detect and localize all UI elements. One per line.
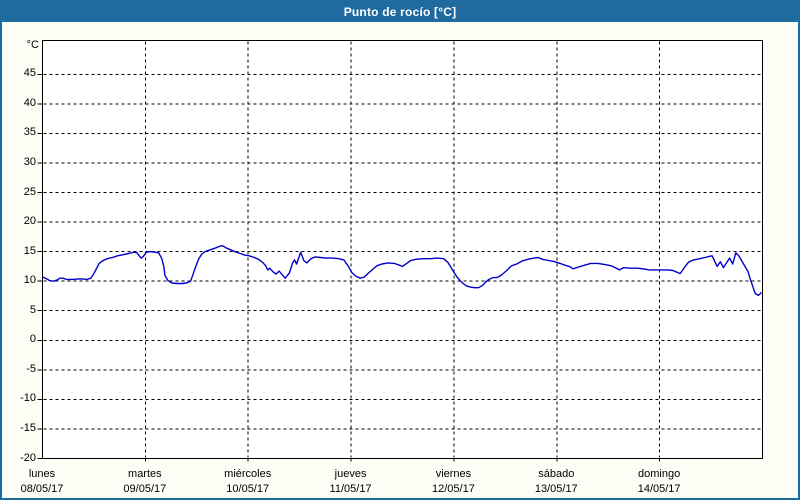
y-axis-tick-label: 40 (23, 96, 36, 109)
y-axis-tick-label: -10 (20, 392, 36, 405)
x-axis-date-label: 08/05/17 (20, 483, 64, 495)
x-axis-date-label: 11/05/17 (329, 483, 372, 495)
x-axis-date-label: 14/05/17 (637, 483, 681, 495)
y-axis-tick-label: 10 (23, 274, 36, 287)
x-axis-date-label: 09/05/17 (123, 483, 167, 495)
plot-border (42, 40, 763, 459)
x-axis-date-label: 12/05/17 (432, 483, 475, 495)
x-axis-day-label: viernes (435, 468, 472, 480)
y-axis-tick-label: 25 (23, 185, 36, 198)
y-axis-tick-label: 45 (23, 67, 36, 80)
y-axis-tick-label: -20 (20, 451, 36, 464)
x-axis-day-label: jueves (334, 468, 367, 480)
y-axis-tick-label: 20 (23, 215, 36, 228)
x-axis-date-label: 10/05/17 (226, 483, 270, 495)
y-axis-tick-label: -15 (20, 421, 36, 434)
y-axis-tick-label: 35 (23, 126, 36, 139)
y-axis-tick-label: 0 (29, 333, 36, 346)
x-axis-day-label: sábado (538, 468, 575, 480)
plot-background (42, 40, 763, 459)
y-axis-unit-label: °C (26, 39, 39, 51)
x-axis-date-label: 13/05/17 (534, 483, 578, 495)
y-axis-tick-label: 15 (23, 244, 36, 257)
x-axis-day-label: domingo (638, 468, 681, 480)
y-axis-tick-label: 30 (23, 155, 36, 168)
y-axis-tick-label: -5 (26, 362, 36, 375)
x-axis-day-label: miércoles (224, 468, 272, 480)
y-axis-tick-label: 5 (29, 303, 36, 316)
window-titlebar: Punto de rocío [°C] (2, 2, 798, 22)
x-axis-day-label: lunes (28, 468, 56, 480)
dew-point-line (42, 244, 762, 297)
window-title: Punto de rocío [°C] (343, 5, 457, 19)
x-axis-day-label: martes (128, 468, 162, 480)
